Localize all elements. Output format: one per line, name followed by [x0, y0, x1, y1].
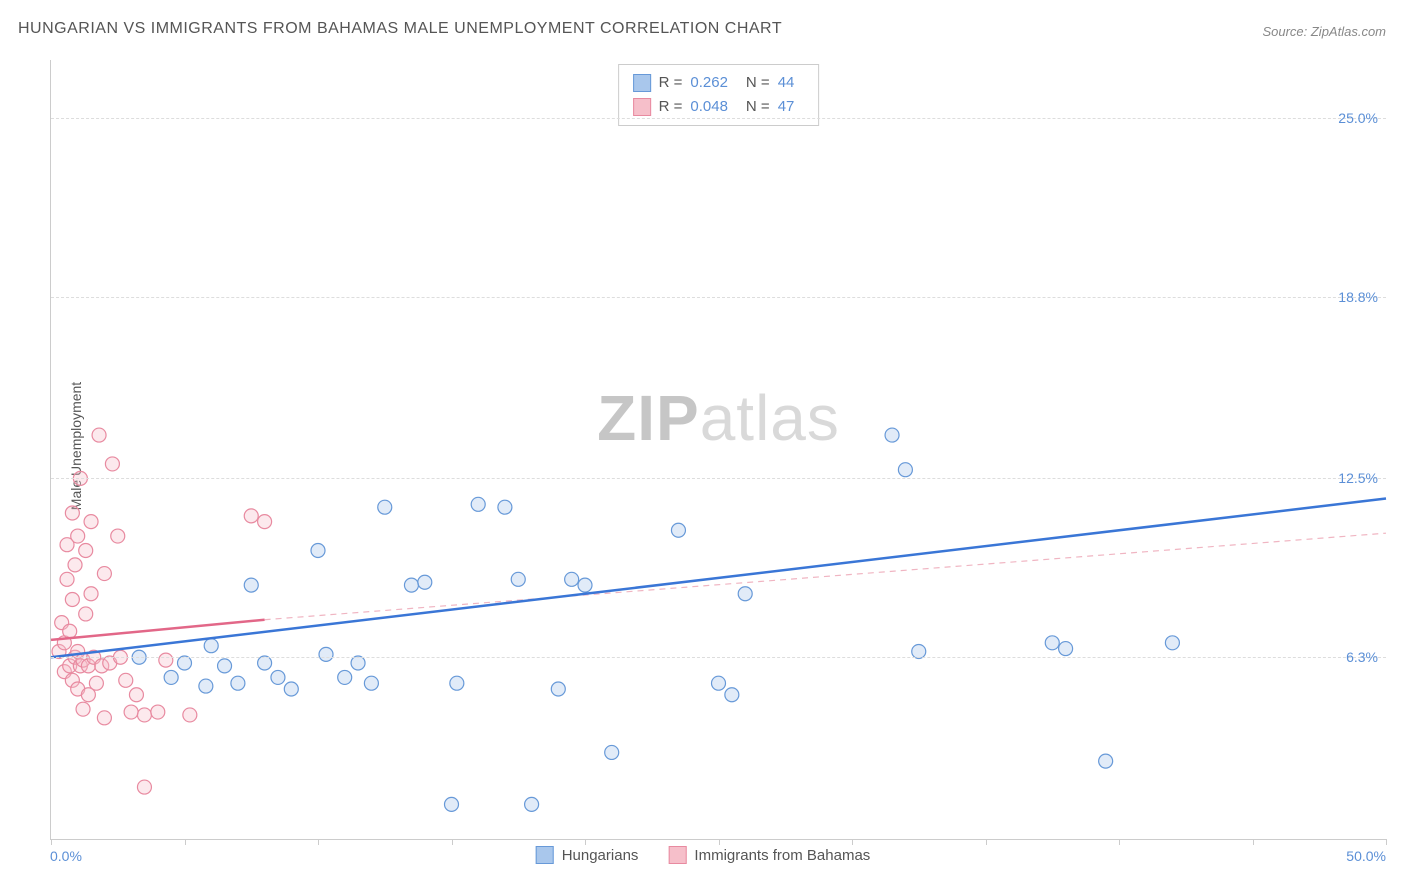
grid-line — [51, 657, 1386, 658]
x-axis-max-label: 50.0% — [1346, 848, 1386, 864]
xtick — [318, 839, 319, 845]
xtick — [185, 839, 186, 845]
r-label: R = — [659, 95, 683, 119]
swatch-legend1 — [536, 846, 554, 864]
xtick — [986, 839, 987, 845]
bottom-legend: Hungarians Immigrants from Bahamas — [536, 846, 871, 864]
swatch-legend2 — [668, 846, 686, 864]
legend-label-1: Hungarians — [562, 847, 639, 864]
r-value-1: 0.262 — [690, 71, 728, 95]
plot-area: ZIPatlas R = 0.262 N = 44 R = 0.048 N = … — [50, 60, 1386, 840]
source-attribution: Source: ZipAtlas.com — [1262, 24, 1386, 39]
grid-line — [51, 118, 1386, 119]
grid-line — [51, 478, 1386, 479]
r-value-2: 0.048 — [690, 95, 728, 119]
chart-svg — [51, 60, 1386, 839]
n-value-2: 47 — [778, 95, 795, 119]
legend-label-2: Immigrants from Bahamas — [694, 847, 870, 864]
stats-row-1: R = 0.262 N = 44 — [633, 71, 805, 95]
ytick-label: 25.0% — [1338, 110, 1378, 126]
n-label: N = — [746, 95, 770, 119]
swatch-series1 — [633, 74, 651, 92]
x-axis-min-label: 0.0% — [50, 848, 82, 864]
xtick — [719, 839, 720, 845]
n-value-1: 44 — [778, 71, 795, 95]
stats-row-2: R = 0.048 N = 47 — [633, 95, 805, 119]
xtick — [452, 839, 453, 845]
ytick-label: 12.5% — [1338, 470, 1378, 486]
stats-legend-box: R = 0.262 N = 44 R = 0.048 N = 47 — [618, 64, 820, 126]
xtick — [852, 839, 853, 845]
legend-item-2: Immigrants from Bahamas — [668, 846, 870, 864]
swatch-series2 — [633, 98, 651, 116]
r-label: R = — [659, 71, 683, 95]
n-label: N = — [746, 71, 770, 95]
xtick — [585, 839, 586, 845]
ytick-label: 18.8% — [1338, 289, 1378, 305]
legend-item-1: Hungarians — [536, 846, 639, 864]
xtick — [1253, 839, 1254, 845]
chart-title: HUNGARIAN VS IMMIGRANTS FROM BAHAMAS MAL… — [18, 20, 782, 38]
xtick — [1119, 839, 1120, 845]
ytick-label: 6.3% — [1346, 649, 1378, 665]
grid-line — [51, 297, 1386, 298]
xtick — [51, 839, 52, 845]
xtick — [1386, 839, 1387, 845]
